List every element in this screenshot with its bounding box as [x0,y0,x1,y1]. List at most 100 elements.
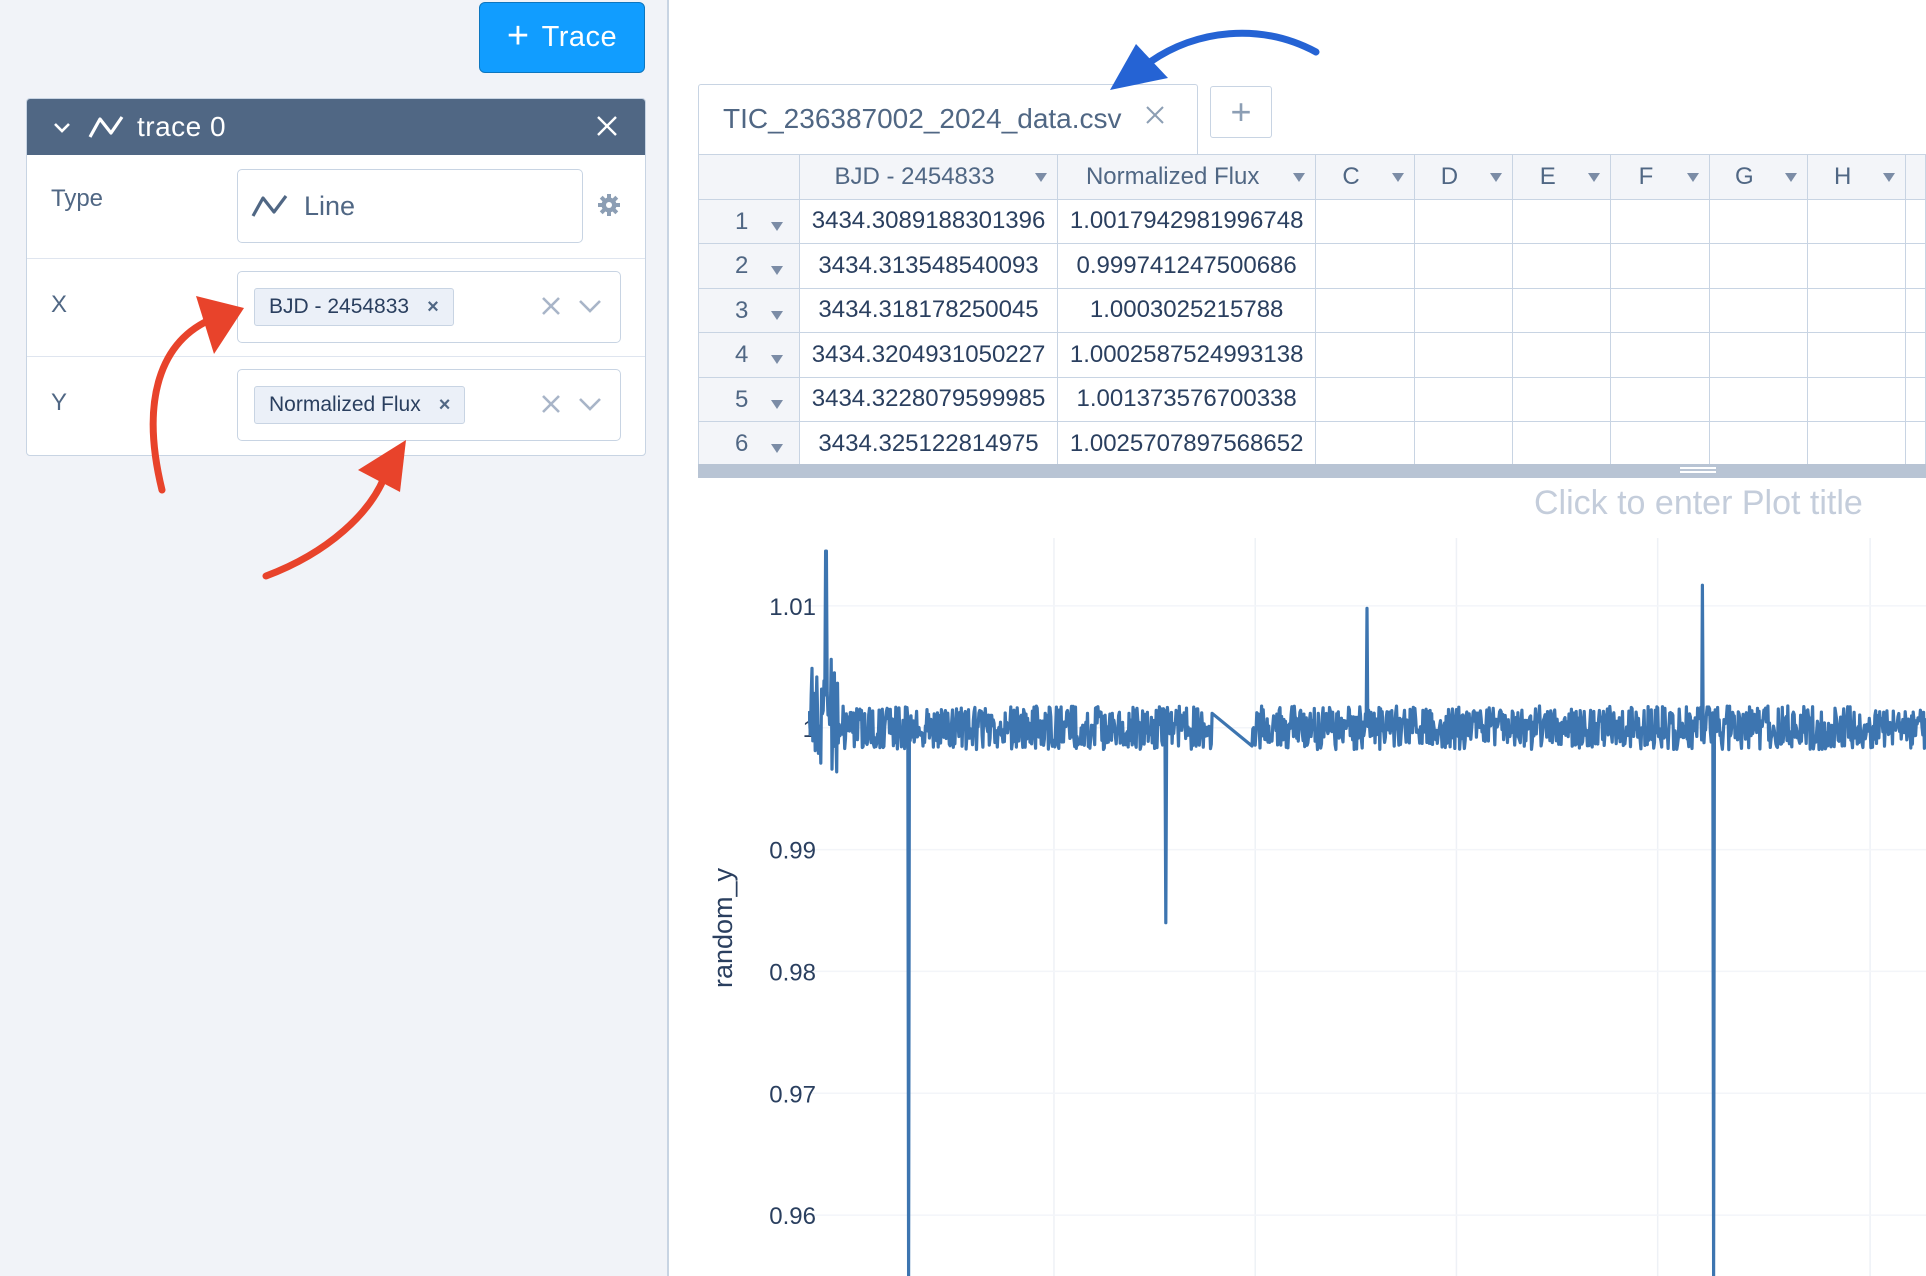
column-menu-icon[interactable] [1686,173,1699,182]
cell[interactable] [1610,421,1710,464]
plot-title-placeholder[interactable]: Click to enter Plot title [1534,484,1863,522]
column-menu-icon[interactable] [1034,173,1047,182]
column-menu-icon[interactable] [1293,173,1306,182]
chevron-down-icon[interactable] [578,298,602,314]
cell[interactable] [1708,287,1808,333]
panel-splitter[interactable] [698,464,1926,478]
cell[interactable]: 1.0025707897568652 [1056,421,1317,464]
cell[interactable]: 3434.3089188301396 [799,198,1058,244]
trace-type-select[interactable]: Line [237,169,583,243]
row-number[interactable]: 6 [698,421,801,464]
cell[interactable] [1708,421,1808,464]
cell[interactable] [1610,287,1710,333]
cell[interactable] [1413,243,1514,289]
row-menu-icon[interactable] [771,310,784,320]
column-header[interactable]: H [1806,154,1907,200]
cell[interactable] [1806,421,1907,464]
cell[interactable] [1413,332,1514,378]
remove-chip-icon[interactable]: × [427,295,439,318]
cell[interactable] [1905,376,1926,422]
cell[interactable] [1610,243,1710,289]
gear-icon[interactable] [597,193,621,217]
row-number[interactable]: 5 [698,376,801,422]
cell[interactable] [1413,421,1514,464]
cell[interactable] [1610,198,1710,244]
cell[interactable] [1806,287,1907,333]
row-number[interactable]: 1 [698,198,801,244]
cell[interactable] [1708,243,1808,289]
x-column-select[interactable]: BJD - 2454833 × [237,271,621,343]
row-number[interactable]: 3 [698,287,801,333]
column-menu-icon[interactable] [1784,173,1797,182]
row-menu-icon[interactable] [771,355,784,364]
cell[interactable] [1708,332,1808,378]
cell[interactable] [1806,332,1907,378]
cell[interactable]: 3434.313548540093 [799,243,1058,289]
chevron-down-icon[interactable] [578,396,602,412]
cell[interactable] [1512,198,1612,244]
trace-0-line[interactable] [808,549,1926,1276]
cell[interactable]: 1.001373576700338 [1056,376,1317,422]
cell[interactable] [1512,332,1612,378]
cell[interactable] [1708,376,1808,422]
cell[interactable] [1905,332,1926,378]
cell[interactable] [1905,198,1926,244]
cell[interactable]: 1.0002587524993138 [1056,332,1317,378]
row-number[interactable]: 4 [698,332,801,378]
close-icon[interactable] [595,114,619,138]
cell[interactable]: 3434.318178250045 [799,287,1058,333]
row-menu-icon[interactable] [771,266,784,275]
cell[interactable]: 0.999741247500686 [1056,243,1317,289]
column-header[interactable]: BJD - 2454833 [799,154,1058,200]
column-header[interactable]: Normalized Flux [1056,154,1317,200]
cell[interactable] [1512,421,1612,464]
remove-chip-icon[interactable]: × [438,393,451,416]
trace-header[interactable]: trace 0 [27,99,645,155]
cell[interactable] [1315,198,1415,244]
close-icon[interactable] [1145,105,1165,125]
y-column-select[interactable]: Normalized Flux × [237,369,621,441]
cell[interactable] [1905,421,1926,464]
row-menu-icon[interactable] [771,444,784,453]
cell[interactable] [1315,421,1415,464]
add-trace-button[interactable]: + Trace [479,2,645,73]
cell[interactable] [1806,376,1907,422]
cell[interactable]: 1.0017942981996748 [1056,198,1317,244]
cell[interactable]: 3434.3204931050227 [799,332,1058,378]
cell[interactable] [1413,198,1514,244]
add-tab-button[interactable]: + [1210,86,1272,138]
column-menu-icon[interactable] [1588,173,1601,182]
cell[interactable] [1806,243,1907,289]
clear-icon[interactable] [540,295,562,317]
cell[interactable] [1610,376,1710,422]
column-header[interactable]: D [1413,154,1514,200]
cell[interactable] [1905,287,1926,333]
cell[interactable] [1315,332,1415,378]
column-menu-icon[interactable] [1883,173,1896,182]
cell[interactable] [1610,332,1710,378]
cell[interactable] [1708,198,1808,244]
column-header[interactable]: C [1315,154,1415,200]
row-menu-icon[interactable] [771,399,784,409]
column-header[interactable]: G [1708,154,1808,200]
row-number[interactable]: 2 [698,243,801,289]
clear-icon[interactable] [540,393,562,415]
cell[interactable] [1806,198,1907,244]
chevron-down-icon[interactable] [51,116,73,138]
cell[interactable] [1512,243,1612,289]
row-menu-icon[interactable] [771,221,784,231]
cell[interactable] [1512,376,1612,422]
column-header[interactable]: F [1610,154,1710,200]
cell[interactable]: 1.0003025215788 [1056,287,1317,333]
cell[interactable] [1413,376,1514,422]
column-menu-icon[interactable] [1490,173,1503,182]
cell[interactable]: 3434.325122814975 [799,421,1058,464]
cell[interactable] [1413,287,1514,333]
drag-handle-icon[interactable] [1680,467,1716,473]
tab-data-file[interactable]: TIC_236387002_2024_data.csv [698,84,1198,156]
cell[interactable] [1315,287,1415,333]
column-menu-icon[interactable] [1391,173,1404,182]
cell[interactable] [1905,243,1926,289]
cell[interactable] [1315,376,1415,422]
